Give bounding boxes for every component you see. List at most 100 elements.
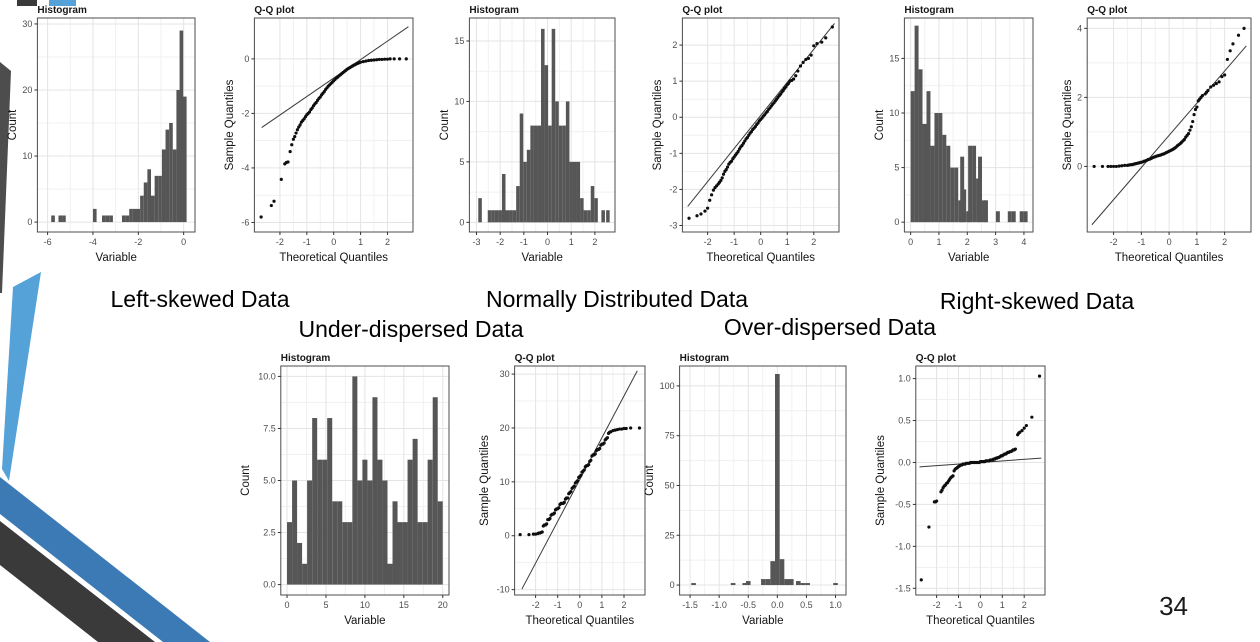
svg-text:10: 10 <box>22 151 32 161</box>
svg-text:Variable: Variable <box>96 252 137 264</box>
under-dispersed-qq-plot: -2 -1 0 1 2 -10 0 10 20 30 Q-Q plot Theoretical Qua… <box>477 350 652 635</box>
svg-text:2: 2 <box>1222 237 1227 247</box>
svg-text:0: 0 <box>670 580 675 590</box>
group-label-left-skewed: Left-skewed Data <box>110 286 290 312</box>
svg-text:10.0: 10.0 <box>258 371 276 381</box>
svg-text:10: 10 <box>889 108 899 118</box>
svg-text:10: 10 <box>360 600 370 610</box>
svg-text:Sample Quantiles: Sample Quantiles <box>875 435 887 526</box>
svg-text:20: 20 <box>500 423 510 433</box>
svg-text:-2: -2 <box>496 237 504 247</box>
svg-text:3: 3 <box>993 237 998 247</box>
left-skewed-qq-plot: -2 -1 0 1 2 -6 -4 -2 0 Q-Q plot Theoretical Quanti… <box>222 2 420 272</box>
svg-text:Sample Quantiles: Sample Quantiles <box>652 79 664 170</box>
svg-text:-2: -2 <box>134 237 142 247</box>
svg-text:-2: -2 <box>1110 237 1118 247</box>
svg-text:1: 1 <box>358 237 363 247</box>
svg-text:5: 5 <box>894 163 899 173</box>
svg-text:7.5: 7.5 <box>263 423 276 433</box>
svg-text:10: 10 <box>454 96 464 106</box>
svg-text:-1: -1 <box>954 600 962 610</box>
normal-qq-plot: -2 -1 0 1 2 -3 -2 -1 0 1 2 Q-Q plot Theoretical Quan… <box>650 2 846 272</box>
svg-text:15: 15 <box>454 36 464 46</box>
blue-spike-icon <box>2 272 41 481</box>
left-edge-dark-sliver-icon <box>0 62 11 293</box>
svg-text:Count: Count <box>439 109 451 140</box>
svg-text:-0.5: -0.5 <box>740 600 756 610</box>
svg-text:1: 1 <box>569 237 574 247</box>
svg-text:-1.5: -1.5 <box>895 583 911 593</box>
svg-text:1: 1 <box>672 76 677 86</box>
svg-text:0: 0 <box>505 531 510 541</box>
svg-text:0: 0 <box>758 237 763 247</box>
svg-text:1: 1 <box>1000 600 1005 610</box>
svg-text:Sample Quantiles: Sample Quantiles <box>224 79 236 170</box>
svg-text:0: 0 <box>978 600 983 610</box>
group-label-right-skewed: Right-skewed Data <box>939 288 1135 314</box>
svg-text:0: 0 <box>331 237 336 247</box>
svg-text:Theoretical Quantiles: Theoretical Quantiles <box>279 252 388 264</box>
svg-text:4: 4 <box>1077 23 1082 33</box>
svg-text:Q-Q plot: Q-Q plot <box>682 5 723 16</box>
svg-text:Count: Count <box>644 464 656 495</box>
svg-text:0.5: 0.5 <box>800 600 813 610</box>
svg-text:Variable: Variable <box>742 615 783 627</box>
svg-text:-4: -4 <box>241 163 249 173</box>
svg-text:0: 0 <box>1077 161 1082 171</box>
svg-text:-6: -6 <box>44 237 52 247</box>
svg-text:-2: -2 <box>276 237 284 247</box>
svg-text:0.0: 0.0 <box>771 600 784 610</box>
over-dispersed-qq-plot: -2 -1 0 1 2 -1.5 -1.0 -0.5 0.0 0.5 1.0 Q-Q plot Theo… <box>873 350 1052 635</box>
svg-text:Theoretical Quantiles: Theoretical Quantiles <box>525 615 634 627</box>
right-skewed-histogram: 0 1 2 3 4 0 5 10 15 Histogram Variable Count <box>872 2 1040 272</box>
svg-text:Variable: Variable <box>522 252 563 264</box>
svg-text:-4: -4 <box>89 237 97 247</box>
svg-text:-3: -3 <box>669 221 677 231</box>
svg-text:0: 0 <box>1167 237 1172 247</box>
svg-text:Variable: Variable <box>948 252 989 264</box>
svg-text:-10: -10 <box>497 585 510 595</box>
svg-text:2.5: 2.5 <box>263 528 276 538</box>
svg-text:Histogram: Histogram <box>37 5 87 16</box>
svg-text:Count: Count <box>874 109 886 140</box>
svg-text:Theoretical Quantiles: Theoretical Quantiles <box>926 615 1035 627</box>
svg-text:2: 2 <box>592 237 597 247</box>
corner-blue-band-icon <box>0 477 210 642</box>
svg-text:Q-Q plot: Q-Q plot <box>515 353 556 364</box>
svg-text:25: 25 <box>665 530 675 540</box>
svg-text:-3: -3 <box>472 237 480 247</box>
svg-text:0: 0 <box>908 237 913 247</box>
svg-text:50: 50 <box>665 480 675 490</box>
svg-text:15: 15 <box>889 53 899 63</box>
group-label-over-dispersed: Over-dispersed Data <box>723 314 937 340</box>
svg-text:Q-Q plot: Q-Q plot <box>254 5 295 16</box>
svg-text:-1: -1 <box>554 600 562 610</box>
svg-text:Histogram: Histogram <box>469 5 519 16</box>
svg-text:-1: -1 <box>730 237 738 247</box>
svg-text:Sample Quantiles: Sample Quantiles <box>1062 79 1074 170</box>
svg-text:-1.0: -1.0 <box>711 600 727 610</box>
svg-text:-0.5: -0.5 <box>895 499 911 509</box>
svg-text:0: 0 <box>545 237 550 247</box>
svg-text:2: 2 <box>621 600 626 610</box>
svg-text:5: 5 <box>459 157 464 167</box>
left-skewed-histogram: -6 -4 -2 0 0 10 20 30 Histogram Variable Count <box>5 2 202 272</box>
svg-text:-2: -2 <box>241 108 249 118</box>
svg-text:2: 2 <box>385 237 390 247</box>
svg-text:0: 0 <box>459 217 464 227</box>
svg-text:0: 0 <box>181 237 186 247</box>
svg-text:1: 1 <box>599 600 604 610</box>
under-dispersed-histogram: 0 5 10 15 20 0.0 2.5 5.0 7.5 10.0 Histogram Variabl… <box>238 350 456 635</box>
svg-text:-1.0: -1.0 <box>895 541 911 551</box>
svg-text:2: 2 <box>811 237 816 247</box>
svg-text:Q-Q plot: Q-Q plot <box>916 353 957 364</box>
svg-text:20: 20 <box>438 600 448 610</box>
svg-text:1: 1 <box>936 237 941 247</box>
svg-text:Theoretical Quantiles: Theoretical Quantiles <box>706 252 815 264</box>
top-blue-stripe-icon <box>49 0 76 6</box>
svg-text:1.0: 1.0 <box>898 374 911 384</box>
svg-text:30: 30 <box>500 369 510 379</box>
svg-text:0: 0 <box>27 217 32 227</box>
svg-text:0.0: 0.0 <box>898 457 911 467</box>
